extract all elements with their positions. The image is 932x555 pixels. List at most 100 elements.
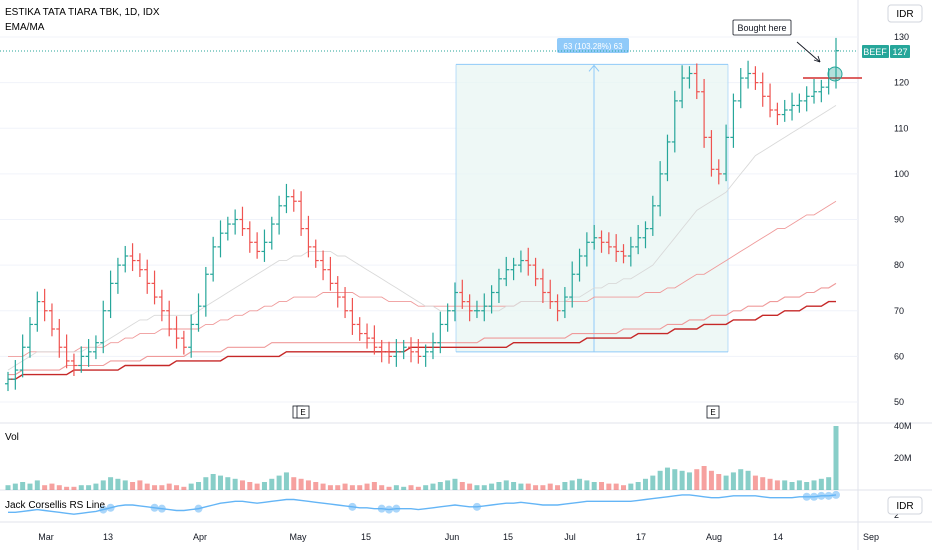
volume-bar xyxy=(78,485,84,490)
volume-bar xyxy=(181,486,187,490)
measure-tool[interactable]: 63 (103.28%) 63 xyxy=(455,38,729,353)
volume-bar xyxy=(445,480,451,490)
volume-label[interactable]: Vol xyxy=(5,432,19,443)
volume-bar xyxy=(716,474,722,490)
measure-arrow-head xyxy=(588,64,600,72)
volume-bar xyxy=(210,474,216,490)
volume-bar xyxy=(569,480,575,490)
volume-bar xyxy=(774,480,780,490)
last-price-tag[interactable] xyxy=(890,45,910,58)
volume-bar xyxy=(694,469,700,490)
rs-line xyxy=(8,490,840,515)
earnings-marker-1[interactable] xyxy=(296,405,310,419)
earnings-marker-2[interactable] xyxy=(706,405,720,419)
rs-line-label[interactable]: Jack Corsellis RS Line xyxy=(5,500,105,511)
volume-bar xyxy=(818,478,824,490)
rs-new-high-dot xyxy=(817,491,826,500)
volume-bar xyxy=(371,482,377,490)
volume-bar xyxy=(56,485,62,490)
volume-bar xyxy=(782,480,788,490)
volume-bar xyxy=(34,480,40,490)
x-tick-label: 15 xyxy=(503,532,513,542)
volume-bar xyxy=(664,467,670,490)
volume-bar xyxy=(525,483,531,490)
volume-bar xyxy=(826,477,832,490)
x-tick-label: 13 xyxy=(103,532,113,542)
volume-bar xyxy=(313,482,319,490)
volume-bar xyxy=(174,485,180,490)
volume-bar xyxy=(305,480,311,490)
annotation-box[interactable] xyxy=(732,19,792,36)
volume-bar xyxy=(562,482,568,490)
volume-bar xyxy=(584,480,590,490)
rs-tick-label: 2 xyxy=(894,510,899,520)
measure-label-box[interactable] xyxy=(557,38,629,53)
volume-bar xyxy=(379,485,385,490)
symbol-title[interactable]: ESTIKA TATA TIARA TBK, 1D, IDX xyxy=(5,7,160,18)
price-axis-labels[interactable]: 50 60 70 80 90 100 110 120 130 40M 20M 2 xyxy=(894,32,912,520)
rs-new-high-dot xyxy=(832,490,840,499)
ticker-tag[interactable] xyxy=(862,45,889,58)
volume-bar xyxy=(628,483,634,490)
volume-bar xyxy=(393,485,399,490)
volume-bar xyxy=(540,485,546,490)
ticker-tag-label: BEEF xyxy=(863,47,887,57)
rs-new-high-dot xyxy=(150,503,159,512)
volume-bar xyxy=(269,478,275,490)
x-tick-label: 14 xyxy=(773,532,783,542)
volume-bar xyxy=(408,485,414,490)
volume-bar xyxy=(555,485,561,490)
y-tick-label: 60 xyxy=(894,351,904,361)
volume-bar xyxy=(723,475,729,490)
ema-short-line xyxy=(7,105,837,371)
volume-bar xyxy=(12,483,18,490)
volume-bar xyxy=(196,482,202,490)
annotation-arrow-head xyxy=(813,55,821,63)
ema-long-line xyxy=(8,282,837,376)
volume-bar xyxy=(459,482,465,490)
volume-bar xyxy=(745,470,751,490)
indicator-label[interactable]: EMA/MA xyxy=(5,22,45,33)
volume-bar xyxy=(320,483,326,490)
volume-bar xyxy=(650,475,656,490)
y-tick-label: 100 xyxy=(894,169,909,179)
volume-bar xyxy=(20,482,26,490)
volume-bar xyxy=(27,483,33,490)
volume-bar xyxy=(679,470,685,490)
rs-new-high-dot xyxy=(802,492,811,501)
currency-button-bottom[interactable] xyxy=(887,496,923,515)
rs-new-high-dot xyxy=(392,504,401,513)
rs-new-high-dot xyxy=(377,504,386,513)
y-tick-label: 90 xyxy=(894,215,904,225)
rs-new-high-dot xyxy=(157,504,166,513)
bought-marker[interactable] xyxy=(827,66,843,82)
earnings-marker-1-label: E xyxy=(300,408,305,417)
volume-bar xyxy=(254,483,260,490)
currency-top-label: IDR xyxy=(896,9,913,20)
currency-button-top[interactable] xyxy=(887,4,923,23)
volume-bar xyxy=(613,483,619,490)
volume-bar xyxy=(159,485,165,490)
currency-bottom-label: IDR xyxy=(896,501,913,512)
volume-bar xyxy=(335,485,341,490)
volume-bar xyxy=(474,485,480,490)
volume-bar xyxy=(342,483,348,490)
volume-bar xyxy=(86,485,92,490)
rs-new-high-dot xyxy=(106,503,115,512)
volume-bar xyxy=(621,485,627,490)
earnings-marker-2-label: E xyxy=(710,408,715,417)
rs-new-high-dot xyxy=(824,491,833,500)
volume-bar xyxy=(93,483,99,490)
volume-bar xyxy=(42,485,48,490)
measure-area[interactable] xyxy=(456,64,728,352)
y-tick-label: 80 xyxy=(894,260,904,270)
measure-label: 63 (103.28%) 63 xyxy=(563,42,623,51)
volume-bar xyxy=(137,480,143,490)
volume-bar xyxy=(144,483,150,490)
ma-long-line xyxy=(8,300,836,380)
volume-bar xyxy=(115,478,121,490)
time-axis-labels[interactable]: Mar 13 Apr May 15 Jun 15 Jul 17 Aug 14 Sep xyxy=(38,532,879,542)
volume-bar xyxy=(291,477,297,490)
volume-bar xyxy=(247,482,253,490)
